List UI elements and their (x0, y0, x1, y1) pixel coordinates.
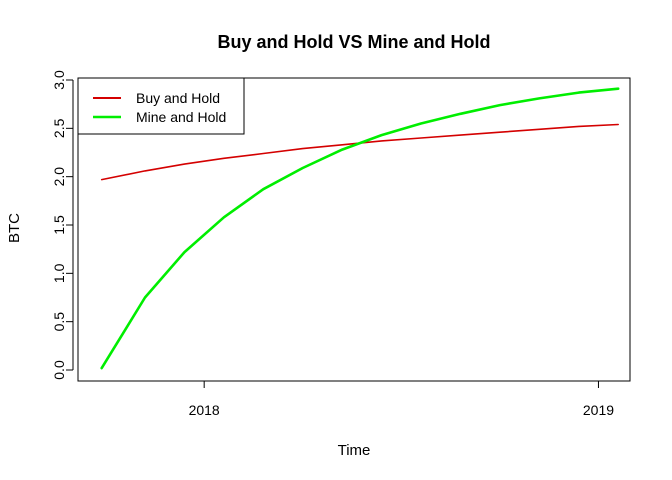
legend-box (77, 77, 245, 135)
x-tick-label: 2018 (189, 402, 220, 418)
legend-label: Mine and Hold (136, 109, 226, 125)
y-tick-label: 1.5 (51, 215, 67, 235)
series-line-mine-and-hold (100, 87, 620, 370)
y-tick-label: 2.5 (51, 118, 67, 138)
y-axis-label: BTC (6, 213, 23, 243)
y-tick-label: 1.0 (51, 263, 67, 283)
legend: Buy and Hold Mine and Hold (77, 77, 245, 135)
chart-title: Buy and Hold VS Mine and Hold (217, 32, 490, 52)
y-tick-label: 0.5 (51, 312, 67, 332)
y-tick-label: 0.0 (51, 360, 67, 380)
legend-label: Buy and Hold (136, 90, 220, 106)
x-axis: 2018 2019 (189, 380, 614, 418)
y-tick-label: 3.0 (51, 70, 67, 90)
y-axis: 0.0 0.5 1.0 1.5 2.0 2.5 3.0 (51, 70, 74, 380)
x-tick-label: 2019 (583, 402, 614, 418)
y-tick-label: 2.0 (51, 167, 67, 187)
series-layer (100, 87, 620, 370)
x-axis-label: Time (338, 442, 371, 459)
